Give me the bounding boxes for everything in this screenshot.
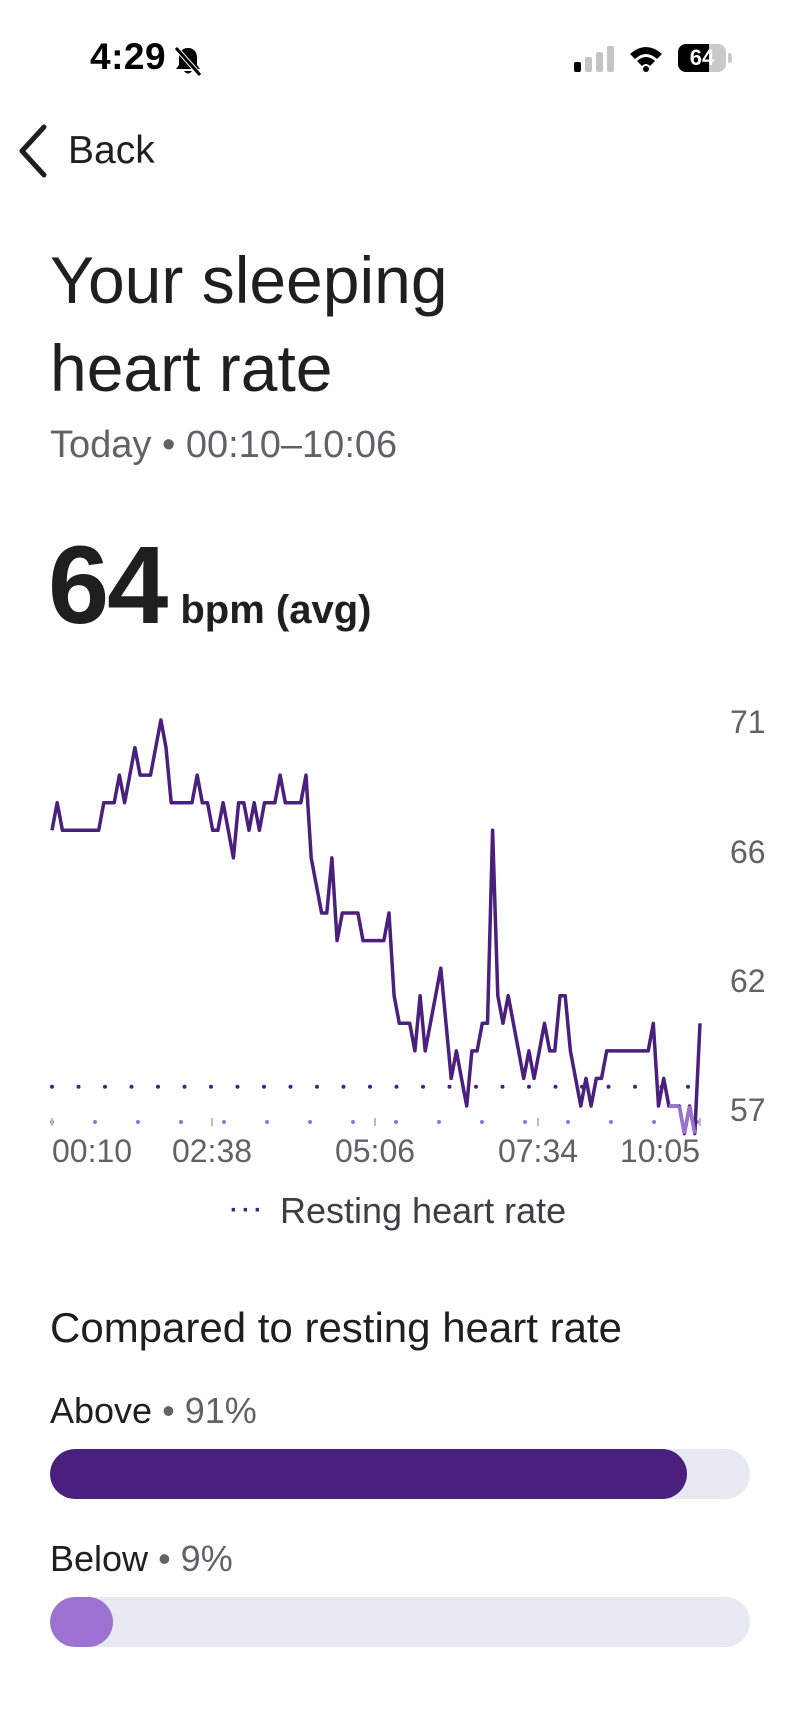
baseline-dot: [480, 1120, 484, 1124]
below-bar: [50, 1597, 750, 1647]
resting-line-dot: [341, 1084, 346, 1089]
average-heart-rate: 64 bpm (avg): [48, 522, 371, 649]
title-line-2: heart rate: [50, 331, 333, 405]
above-label: Above • 91%: [50, 1390, 257, 1432]
baseline-dot: [179, 1120, 183, 1124]
back-button[interactable]: Back: [14, 120, 155, 182]
baseline-dot: [437, 1120, 441, 1124]
x-tick-label: 10:05: [620, 1133, 700, 1169]
below-percent: • 9%: [158, 1538, 233, 1579]
x-tick-label: 02:38: [172, 1133, 252, 1169]
battery-level: 64: [689, 45, 715, 70]
resting-line-dot: [103, 1084, 107, 1089]
date-range: Today • 00:10–10:06: [50, 424, 398, 466]
below-label-text: Below: [50, 1538, 149, 1579]
resting-line-dot: [553, 1084, 558, 1089]
resting-line-dot: [527, 1084, 531, 1089]
below-label: Below • 9%: [50, 1538, 233, 1580]
cellular-signal-icon: [574, 46, 614, 72]
baseline-dot: [265, 1120, 269, 1124]
baseline-dot: [652, 1120, 656, 1124]
resting-line-dot: [474, 1084, 478, 1089]
resting-line-dot: [394, 1084, 399, 1089]
comparison-title: Compared to resting heart rate: [50, 1304, 622, 1351]
resting-line-dot: [50, 1084, 54, 1089]
resting-line-dot: [182, 1084, 187, 1089]
avg-unit: bpm (avg): [180, 588, 372, 632]
y-tick-label: 62: [730, 963, 766, 999]
baseline-dot: [523, 1120, 527, 1124]
resting-line-dot: [368, 1084, 372, 1089]
resting-legend-dots-icon: ···: [230, 1197, 266, 1224]
wifi-icon: [630, 47, 662, 72]
avg-value: 64: [48, 524, 168, 647]
silent-bell-icon: [174, 46, 202, 77]
resting-line-dot: [129, 1084, 134, 1089]
baseline-dot: [93, 1120, 97, 1124]
y-tick-label: 57: [730, 1092, 766, 1128]
heart-rate-chart: 71 66 62 57 00:10 02:38 05:06 07:34 10:05: [50, 704, 766, 1169]
status-time: 4:29: [90, 36, 167, 77]
y-tick-label: 71: [730, 704, 766, 740]
chevron-left-icon: [19, 124, 47, 178]
chart-legend: ··· Resting heart rate: [230, 1190, 566, 1232]
heart-rate-line: [50, 718, 702, 1136]
resting-line-dot: [500, 1084, 505, 1089]
above-bar-fill: [50, 1449, 687, 1499]
baseline-dot: [351, 1120, 355, 1124]
resting-line-dot: [421, 1084, 425, 1089]
resting-line-dot: [209, 1084, 213, 1089]
baseline-dot: [308, 1120, 312, 1124]
baseline-dot: [566, 1120, 570, 1124]
baseline-dot: [609, 1120, 613, 1124]
resting-line-dot: [686, 1084, 690, 1089]
back-label: Back: [68, 129, 155, 172]
resting-line-dot: [315, 1084, 319, 1089]
x-tick-label: 05:06: [335, 1133, 415, 1169]
resting-line-dot: [633, 1084, 637, 1089]
resting-line-dot: [235, 1084, 240, 1089]
resting-line-dot: [76, 1084, 81, 1089]
baseline-dot: [394, 1120, 398, 1124]
resting-line-dot: [606, 1084, 611, 1089]
legend-label: Resting heart rate: [279, 1190, 567, 1231]
resting-line-dot: [288, 1084, 293, 1089]
resting-line-dot: [262, 1084, 266, 1089]
resting-line-dot: [156, 1084, 160, 1089]
battery-icon: 64: [678, 44, 732, 72]
above-label-text: Above: [50, 1390, 153, 1431]
status-bar: 4:29 64: [0, 0, 800, 120]
page-title: Your sleeping heart rate: [50, 236, 750, 412]
y-tick-label: 66: [730, 834, 766, 870]
x-tick-label: 07:34: [498, 1133, 578, 1169]
below-resting-segment: [687, 1105, 697, 1134]
below-bar-fill: [50, 1597, 113, 1647]
x-tick-label: 00:10: [52, 1133, 132, 1169]
baseline-dot: [136, 1120, 140, 1124]
title-line-1: Your sleeping: [50, 243, 448, 317]
above-bar: [50, 1449, 750, 1499]
resting-line-dot: [447, 1084, 452, 1089]
baseline-dot: [222, 1120, 226, 1124]
above-percent: • 91%: [162, 1390, 257, 1431]
